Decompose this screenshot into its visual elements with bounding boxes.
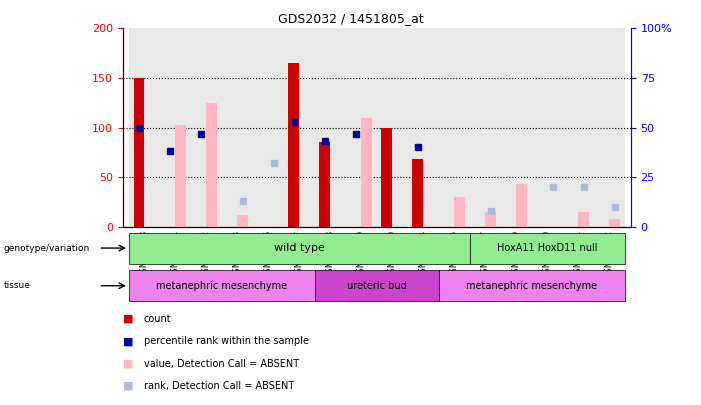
Text: HoxA11 HoxD11 null: HoxA11 HoxD11 null	[497, 243, 597, 253]
Bar	[133, 78, 144, 227]
Bar	[516, 184, 527, 227]
Bar	[191, 28, 222, 227]
Bar	[439, 28, 470, 227]
Text: percentile rank within the sample: percentile rank within the sample	[144, 337, 308, 346]
Bar	[381, 128, 393, 227]
Bar	[609, 219, 620, 227]
Bar	[346, 28, 377, 227]
Bar	[160, 28, 191, 227]
Bar	[361, 117, 372, 227]
Bar	[253, 28, 284, 227]
Text: ■: ■	[123, 337, 133, 346]
Text: ■: ■	[123, 381, 133, 391]
Bar	[320, 143, 330, 227]
Bar	[129, 270, 315, 301]
Bar	[129, 28, 160, 227]
Bar	[454, 197, 465, 227]
Bar	[485, 212, 496, 227]
Bar	[377, 28, 408, 227]
Text: ■: ■	[123, 359, 133, 369]
Text: ureteric bud: ureteric bud	[347, 281, 407, 291]
Bar	[238, 215, 248, 227]
Bar	[222, 28, 253, 227]
Bar	[470, 28, 501, 227]
Bar	[129, 232, 470, 264]
Bar	[289, 63, 299, 227]
Bar	[412, 159, 423, 227]
Bar	[594, 28, 625, 227]
Bar	[175, 125, 186, 227]
Text: GDS2032 / 1451805_at: GDS2032 / 1451805_at	[278, 12, 423, 25]
Bar	[501, 28, 532, 227]
Bar	[408, 28, 439, 227]
Bar	[578, 212, 589, 227]
Text: count: count	[144, 314, 171, 324]
Bar	[206, 103, 217, 227]
Text: ■: ■	[123, 314, 133, 324]
Text: rank, Detection Call = ABSENT: rank, Detection Call = ABSENT	[144, 381, 294, 391]
Bar	[315, 28, 346, 227]
Text: genotype/variation: genotype/variation	[4, 243, 90, 253]
Bar	[563, 28, 594, 227]
Bar	[315, 270, 439, 301]
Text: metanephric mesenchyme: metanephric mesenchyme	[466, 281, 597, 291]
Bar	[532, 28, 563, 227]
Bar	[439, 270, 625, 301]
Text: metanephric mesenchyme: metanephric mesenchyme	[156, 281, 287, 291]
Text: value, Detection Call = ABSENT: value, Detection Call = ABSENT	[144, 359, 299, 369]
Text: tissue: tissue	[4, 281, 30, 290]
Bar	[284, 28, 315, 227]
Text: wild type: wild type	[274, 243, 325, 253]
Bar	[470, 232, 625, 264]
